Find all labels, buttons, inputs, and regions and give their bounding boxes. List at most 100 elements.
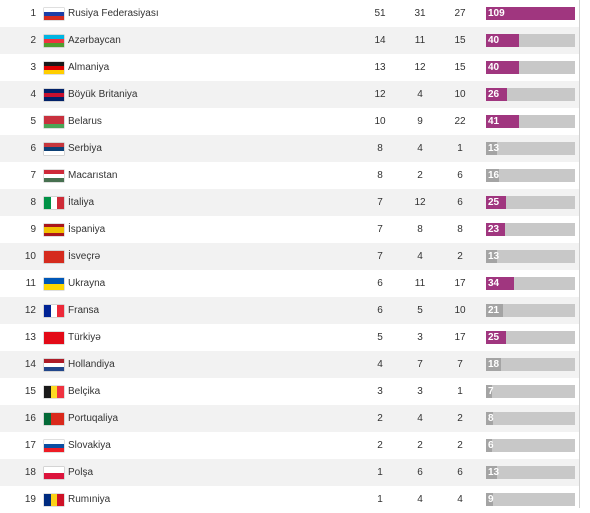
table-row[interactable]: 5 Belarus 10 9 22 41: [0, 108, 580, 135]
silver-count: 6: [417, 467, 423, 478]
table-row[interactable]: 19 Rumıniya 1 4 4 9: [0, 486, 580, 513]
silver-count: 11: [414, 278, 426, 289]
table-row[interactable]: 7 Macarıstan 8 2 6 16: [0, 162, 580, 189]
total-count: 25: [488, 197, 500, 208]
table-row[interactable]: 1 Rusiya Federasiyası 51 31 27 109: [0, 0, 580, 27]
table-row[interactable]: 6 Serbiya 8 4 1 13: [0, 135, 580, 162]
gold-count: 7: [377, 224, 383, 235]
uk-flag-icon: [44, 89, 64, 101]
country-name[interactable]: Böyük Britaniya: [68, 89, 138, 100]
country-name[interactable]: Portuqaliya: [68, 413, 119, 424]
table-row[interactable]: 2 Azərbaycan 14 11 15 40: [0, 27, 580, 54]
silver-count: 11: [414, 35, 426, 46]
gold-count: 2: [377, 440, 383, 451]
total-count: 23: [488, 224, 500, 235]
country-name[interactable]: Ukrayna: [68, 278, 106, 289]
france-flag-icon: [44, 305, 64, 317]
total-bar: [486, 331, 506, 344]
country-name[interactable]: Belarus: [68, 116, 102, 127]
rank-cell: 1: [30, 8, 36, 19]
portugal-flag-icon: [44, 413, 64, 425]
table-row[interactable]: 13 Türkiyə 5 3 17 25: [0, 324, 580, 351]
country-name[interactable]: İspaniya: [68, 224, 106, 235]
rank-cell: 8: [30, 197, 36, 208]
gold-count: 10: [374, 116, 386, 127]
total-bar: [486, 142, 497, 155]
country-name[interactable]: Azərbaycan: [68, 35, 121, 46]
total-bar: [486, 439, 492, 452]
total-count: 13: [488, 143, 500, 154]
silver-count: 2: [417, 170, 423, 181]
bronze-count: 6: [457, 170, 463, 181]
silver-count: 5: [417, 305, 423, 316]
country-name[interactable]: Hollandiya: [68, 359, 115, 370]
bronze-count: 15: [454, 35, 466, 46]
total-bar-track: [486, 142, 575, 155]
total-count: 25: [488, 332, 500, 343]
country-name[interactable]: Rusiya Federasiyası: [68, 8, 159, 19]
total-count: 109: [488, 8, 505, 19]
silver-count: 2: [417, 440, 423, 451]
silver-count: 3: [417, 332, 423, 343]
silver-count: 12: [414, 62, 426, 73]
total-bar-track: [486, 385, 575, 398]
country-name[interactable]: Belçika: [68, 386, 101, 397]
rank-cell: 13: [24, 332, 36, 343]
rank-cell: 4: [30, 89, 36, 100]
gold-count: 5: [377, 332, 383, 343]
total-bar-track: [486, 250, 575, 263]
rank-cell: 16: [24, 413, 36, 424]
total-bar: [486, 115, 519, 128]
total-bar: [486, 385, 492, 398]
silver-count: 3: [417, 386, 423, 397]
bronze-count: 27: [454, 8, 466, 19]
country-name[interactable]: Türkiyə: [68, 332, 101, 343]
turkey-flag-icon: [44, 332, 64, 344]
table-row[interactable]: 15 Belçika 3 3 1 7: [0, 378, 580, 405]
rank-cell: 15: [24, 386, 36, 397]
country-name[interactable]: Macarıstan: [68, 170, 118, 181]
azerbaijan-flag-icon: [44, 35, 64, 47]
romania-flag-icon: [44, 494, 64, 506]
table-row[interactable]: 11 Ukrayna 6 11 17 34: [0, 270, 580, 297]
russia-flag-icon: [44, 8, 64, 20]
table-row[interactable]: 9 İspaniya 7 8 8 23: [0, 216, 580, 243]
rank-cell: 2: [30, 35, 36, 46]
table-row[interactable]: 17 Slovakiya 2 2 2 6: [0, 432, 580, 459]
table-row[interactable]: 16 Portuqaliya 2 4 2 8: [0, 405, 580, 432]
total-bar-track: [486, 358, 575, 371]
total-count: 13: [488, 467, 500, 478]
table-row[interactable]: 4 Böyük Britaniya 12 4 10 26: [0, 81, 580, 108]
country-name[interactable]: Slovakiya: [68, 440, 111, 451]
bronze-count: 10: [454, 305, 466, 316]
table-row[interactable]: 18 Polşa 1 6 6 13: [0, 459, 580, 486]
total-bar: [486, 223, 505, 236]
country-name[interactable]: Serbiya: [68, 143, 102, 154]
table-row[interactable]: 12 Fransa 6 5 10 21: [0, 297, 580, 324]
total-bar-track: [486, 412, 575, 425]
country-name[interactable]: Polşa: [68, 467, 94, 478]
rank-cell: 12: [24, 305, 36, 316]
table-row[interactable]: 3 Almaniya 13 12 15 40: [0, 54, 580, 81]
table-right-border: [579, 0, 580, 508]
total-bar: [486, 169, 499, 182]
country-name[interactable]: Fransa: [68, 305, 100, 316]
hungary-flag-icon: [44, 170, 64, 182]
silver-count: 31: [414, 8, 426, 19]
country-name[interactable]: İtaliya: [68, 197, 95, 208]
total-count: 13: [488, 251, 500, 262]
total-bar: [486, 412, 493, 425]
total-bar-track: [486, 169, 575, 182]
country-name[interactable]: Almaniya: [68, 62, 110, 73]
rank-cell: 11: [25, 278, 36, 289]
table-row[interactable]: 10 İsveçrə 7 4 2 13: [0, 243, 580, 270]
country-name[interactable]: Rumıniya: [68, 494, 111, 505]
table-row[interactable]: 14 Hollandiya 4 7 7 18: [0, 351, 580, 378]
country-name[interactable]: İsveçrə: [68, 251, 101, 262]
bronze-count: 2: [457, 251, 463, 262]
table-row[interactable]: 8 İtaliya 7 12 6 25: [0, 189, 580, 216]
gold-count: 4: [377, 359, 383, 370]
medal-table: 1 Rusiya Federasiyası 5 1 3 1 2 7 109 2 Azərbaycan…: [0, 0, 580, 506]
rank-cell: 7: [30, 170, 36, 181]
bronze-count: 6: [457, 467, 463, 478]
